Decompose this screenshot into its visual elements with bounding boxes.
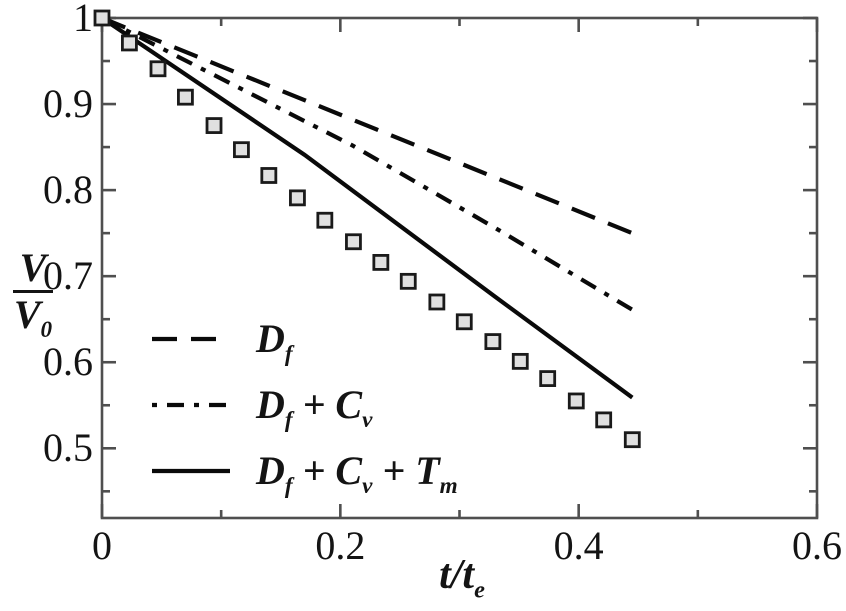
data-marker [233,141,250,159]
x-axis-label: t/te [439,552,485,604]
legend-item: Df [152,306,458,372]
legend-item-label: Df + Cv + Tm [256,448,458,499]
data-marker [316,211,334,229]
y-axis-label-numerator: V [12,247,54,293]
data-marker [539,370,557,387]
legend-item-label: Df [256,316,293,367]
y-tick-label: 0.5 [43,425,93,471]
x-tick-label: 0.6 [792,523,842,568]
legend-line-sample-dashdot [152,402,230,408]
data-marker [399,272,417,290]
data-marker [260,167,278,184]
data-marker [484,333,502,350]
legend-item: Df + Cv [152,372,458,438]
data-marker [567,392,585,410]
data-marker [289,189,306,207]
data-marker [177,88,194,106]
legend-item: Df + Cv + Tm [152,438,458,504]
y-tick-label: 0.6 [43,339,93,385]
data-marker [511,352,529,370]
legend-item-label: Df + Cv [256,382,373,433]
data-marker [455,313,473,331]
data-marker [372,254,390,271]
legend-line-sample-solid [152,468,230,474]
data-marker [121,34,138,52]
series-line-solid [100,16,634,400]
data-marker [149,60,167,78]
series-line-dashed [101,16,634,236]
data-marker [345,233,362,251]
data-marker [623,431,641,449]
x-tick-label: 0.2 [315,523,366,568]
x-tick-label: 0 [92,523,112,568]
legend-line-sample-dashed [152,336,230,342]
series-line-dashdot [101,16,634,312]
x-tick-label: 0.4 [553,523,604,568]
data-marker [93,9,111,27]
data-marker [205,117,223,134]
data-marker [428,293,446,311]
y-tick-label: 1 [73,0,93,40]
y-axis-label: V V0 [6,247,60,343]
y-axis-label-denominator: V0 [13,292,53,343]
data-marker [595,411,613,429]
legend: Df Df + Cv Df + Cv + Tm [152,306,458,504]
y-tick-label: 0.8 [43,167,93,213]
y-tick-label: 0.9 [43,81,93,127]
